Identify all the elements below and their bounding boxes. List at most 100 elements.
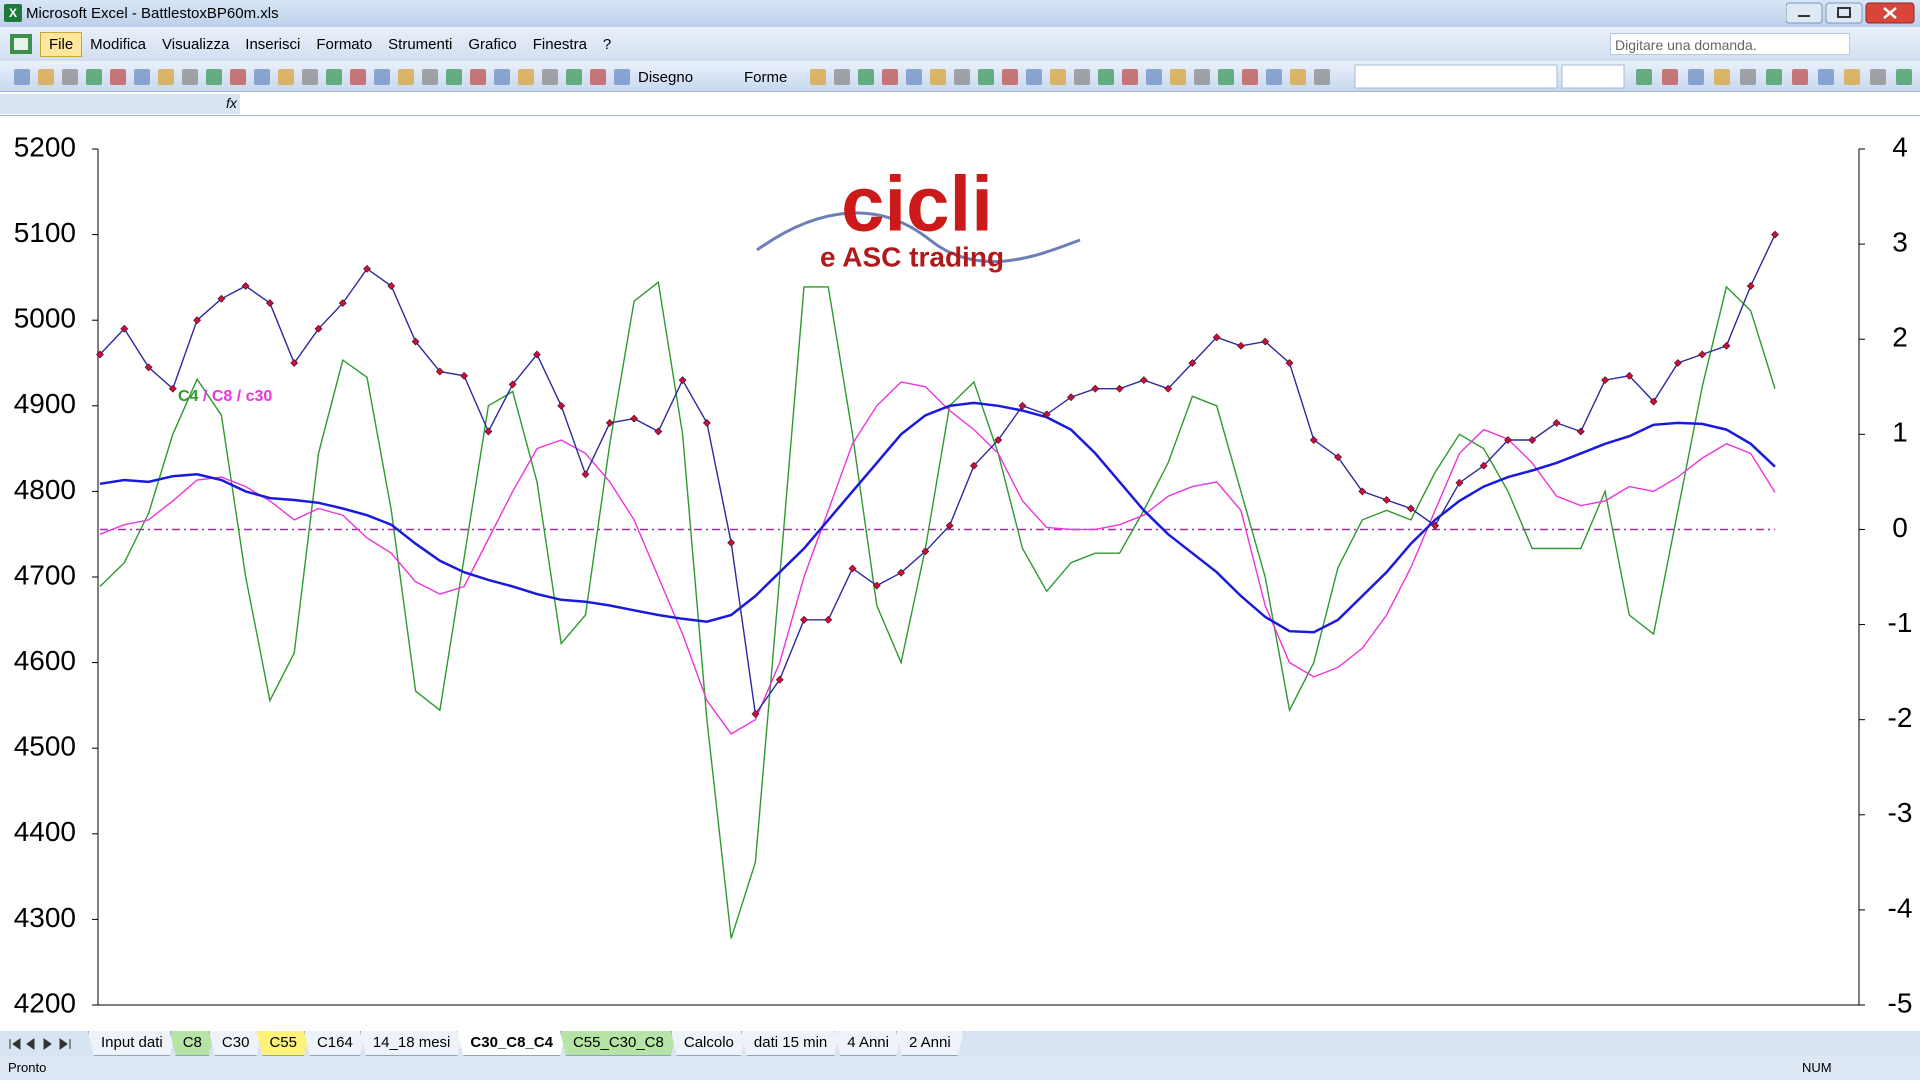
toolbar-button[interactable] [422, 69, 438, 85]
legend-entry: / [203, 388, 208, 405]
toolbar-button[interactable] [1146, 69, 1162, 85]
toolbar-button[interactable] [566, 69, 582, 85]
sheet-tab[interactable]: C55_C30_C8 [560, 1031, 677, 1056]
toolbar-button[interactable] [1818, 69, 1834, 85]
toolbar-button[interactable] [1050, 69, 1066, 85]
font-box[interactable] [1354, 64, 1558, 89]
fx-button[interactable]: fx [226, 95, 237, 111]
toolbar-button[interactable] [254, 69, 270, 85]
toolbar-button[interactable] [14, 69, 30, 85]
toolbar-button[interactable] [494, 69, 510, 85]
toolbar-button[interactable] [1792, 69, 1808, 85]
price-marker [1358, 487, 1367, 496]
toolbar-button[interactable] [446, 69, 462, 85]
sheet-tab[interactable]: C8 [170, 1031, 215, 1056]
menu-item[interactable]: Grafico [468, 35, 517, 53]
toolbar-button[interactable] [1194, 69, 1210, 85]
toolbar-button[interactable] [350, 69, 366, 85]
toolbar-button[interactable] [1844, 69, 1860, 85]
toolbar-button[interactable] [1218, 69, 1234, 85]
menu-item[interactable]: File [40, 31, 83, 57]
toolbar-button[interactable] [1766, 69, 1782, 85]
sheet-tab[interactable]: Calcolo [671, 1031, 747, 1056]
tab-nav[interactable] [4, 1031, 84, 1056]
toolbar-button[interactable] [1242, 69, 1258, 85]
toolbar-button[interactable] [1290, 69, 1306, 85]
toolbar-button[interactable] [1636, 69, 1652, 85]
sheet-tab[interactable]: C55 [256, 1031, 310, 1056]
price-marker [1382, 496, 1391, 504]
toolbar-button[interactable] [1098, 69, 1114, 85]
y2-tick-label: 4 [1892, 131, 1908, 162]
toolbar-button[interactable] [1314, 69, 1330, 85]
toolbar-button[interactable] [62, 69, 78, 85]
toolbar-button[interactable] [906, 69, 922, 85]
toolbar-button[interactable] [1740, 69, 1756, 85]
window-controls[interactable] [1786, 1, 1916, 25]
toolbar-button[interactable] [374, 69, 390, 85]
toolbar-button[interactable] [590, 69, 606, 85]
toolbar-button[interactable] [302, 69, 318, 85]
toolbar-button[interactable] [542, 69, 558, 85]
toolbar-button[interactable] [398, 69, 414, 85]
toolbar-button[interactable] [1870, 69, 1886, 85]
toolbar-button[interactable] [930, 69, 946, 85]
toolbar-button[interactable] [1074, 69, 1090, 85]
sheet-tab[interactable]: C164 [304, 1031, 366, 1056]
toolbar-button[interactable] [1266, 69, 1282, 85]
toolbar-button[interactable] [834, 69, 850, 85]
sheet-tab[interactable]: 4 Anni [834, 1031, 902, 1056]
toolbar-button[interactable] [614, 69, 630, 85]
toolbar-button[interactable] [1170, 69, 1186, 85]
toolbar-button[interactable] [182, 69, 198, 85]
toolbar-button[interactable] [954, 69, 970, 85]
toolbar-button[interactable] [206, 69, 222, 85]
sheet-tab[interactable]: 2 Anni [896, 1031, 964, 1056]
price-marker [1212, 333, 1221, 342]
toolbar-button[interactable] [978, 69, 994, 85]
y-tick-label: 4200 [14, 987, 76, 1018]
toolbar-button[interactable] [518, 69, 534, 85]
menu-item[interactable]: Visualizza [162, 35, 230, 53]
toolbar-button[interactable] [38, 69, 54, 85]
toolbar-button[interactable] [1896, 69, 1912, 85]
toolbar-button[interactable] [158, 69, 174, 85]
menu-item[interactable]: Finestra [532, 35, 587, 53]
help-search-box[interactable]: Digitare una domanda. [1610, 33, 1850, 55]
toolbar-button[interactable] [86, 69, 102, 85]
menu-item[interactable]: Inserisci [245, 35, 301, 53]
name-box[interactable] [0, 94, 240, 114]
drawing-menu[interactable]: Disegno [638, 69, 693, 86]
toolbar-button[interactable] [230, 69, 246, 85]
toolbar-button[interactable] [858, 69, 874, 85]
toolbar-button[interactable] [882, 69, 898, 85]
toolbar-button[interactable] [1122, 69, 1138, 85]
menu-item[interactable]: Modifica [90, 35, 147, 53]
price-marker [241, 282, 250, 290]
sheet-tab[interactable]: Input dati [88, 1031, 176, 1056]
y-tick-label: 4500 [14, 731, 76, 762]
toolbar-button[interactable] [326, 69, 342, 85]
menu-item[interactable]: ? [602, 35, 612, 53]
toolbar-button[interactable] [1714, 69, 1730, 85]
toolbar-button[interactable] [1662, 69, 1678, 85]
toolbar-button[interactable] [110, 69, 126, 85]
toolbar-button[interactable] [810, 69, 826, 85]
toolbar-button[interactable] [1026, 69, 1042, 85]
size-box[interactable] [1561, 64, 1625, 89]
sheet-tab[interactable]: dati 15 min [741, 1031, 840, 1056]
sheet-tab[interactable]: 14_18 mesi [360, 1031, 464, 1056]
sheet-tab[interactable]: C30_C8_C4 [457, 1031, 566, 1056]
sheet-tab[interactable]: C30 [209, 1031, 263, 1056]
toolbar-button[interactable] [1688, 69, 1704, 85]
price-marker [1431, 521, 1440, 530]
toolbar-button[interactable] [470, 69, 486, 85]
toolbar-button[interactable] [1002, 69, 1018, 85]
menu-item[interactable]: Strumenti [388, 35, 453, 53]
shapes-menu[interactable]: Forme [744, 69, 787, 86]
toolbar-button[interactable] [278, 69, 294, 85]
menu-item[interactable]: Formato [316, 35, 373, 53]
price-marker [484, 427, 493, 436]
toolbar-button[interactable] [134, 69, 150, 85]
price-marker [1625, 371, 1634, 380]
